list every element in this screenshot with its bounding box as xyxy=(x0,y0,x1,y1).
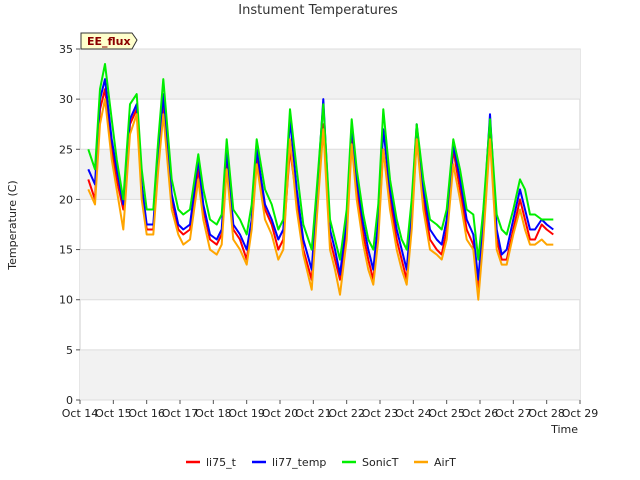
x-tick-label: Oct 29 xyxy=(562,407,599,420)
x-tick-label: Oct 25 xyxy=(428,407,465,420)
x-tick-label: Oct 17 xyxy=(162,407,199,420)
x-tick-label: Oct 26 xyxy=(462,407,499,420)
x-tick-label: Oct 20 xyxy=(262,407,299,420)
x-tick-label: Oct 22 xyxy=(328,407,365,420)
chart-title: Instument Temperatures xyxy=(238,3,398,18)
y-tick-label: 15 xyxy=(59,244,73,257)
y-tick-label: 20 xyxy=(59,193,73,206)
series-layer xyxy=(87,63,554,301)
y-tick-label: 0 xyxy=(66,394,73,407)
x-tick-label: Oct 21 xyxy=(295,407,332,420)
x-axis-title: Time xyxy=(550,423,578,436)
legend-label: SonicT xyxy=(362,456,399,469)
series-line-li77_temp xyxy=(87,78,554,281)
legend-label: AirT xyxy=(434,456,456,469)
x-tick-label: Oct 28 xyxy=(528,407,565,420)
x-tick-label: Oct 24 xyxy=(395,407,432,420)
legend-label: li77_temp xyxy=(272,456,326,469)
grid-band xyxy=(80,149,580,200)
legend: li75_t li77_temp SonicT AirT xyxy=(186,456,456,469)
grid-band xyxy=(80,349,580,400)
y-tick-label: 5 xyxy=(66,344,73,357)
y-tick-label: 30 xyxy=(59,93,73,106)
y-tick-label: 25 xyxy=(59,143,73,156)
badge: EE_flux xyxy=(80,32,138,50)
grid-band xyxy=(80,249,580,300)
x-tick-label: Oct 15 xyxy=(95,407,132,420)
y-tick-label: 10 xyxy=(59,294,73,307)
x-tick-label: Oct 19 xyxy=(228,407,265,420)
x-tick-label: Oct 27 xyxy=(495,407,532,420)
y-tick-label: 35 xyxy=(59,43,73,56)
grid-bands xyxy=(80,49,580,400)
x-tick-label: Oct 18 xyxy=(195,407,232,420)
x-tick-label: Oct 14 xyxy=(62,407,99,420)
legend-label: li75_t xyxy=(206,456,237,469)
series-line-SonicT xyxy=(87,63,554,261)
badge-shape xyxy=(80,32,138,50)
x-tick-label: Oct 23 xyxy=(362,407,399,420)
x-tick-label: Oct 16 xyxy=(128,407,165,420)
badge-label: EE_flux xyxy=(87,35,131,48)
y-axis-title: Temperature (C) xyxy=(6,180,19,270)
y-axis: 0 5 10 15 20 25 30 35 xyxy=(59,43,80,407)
series-line-AirT xyxy=(87,98,554,301)
grid-band xyxy=(80,49,580,100)
